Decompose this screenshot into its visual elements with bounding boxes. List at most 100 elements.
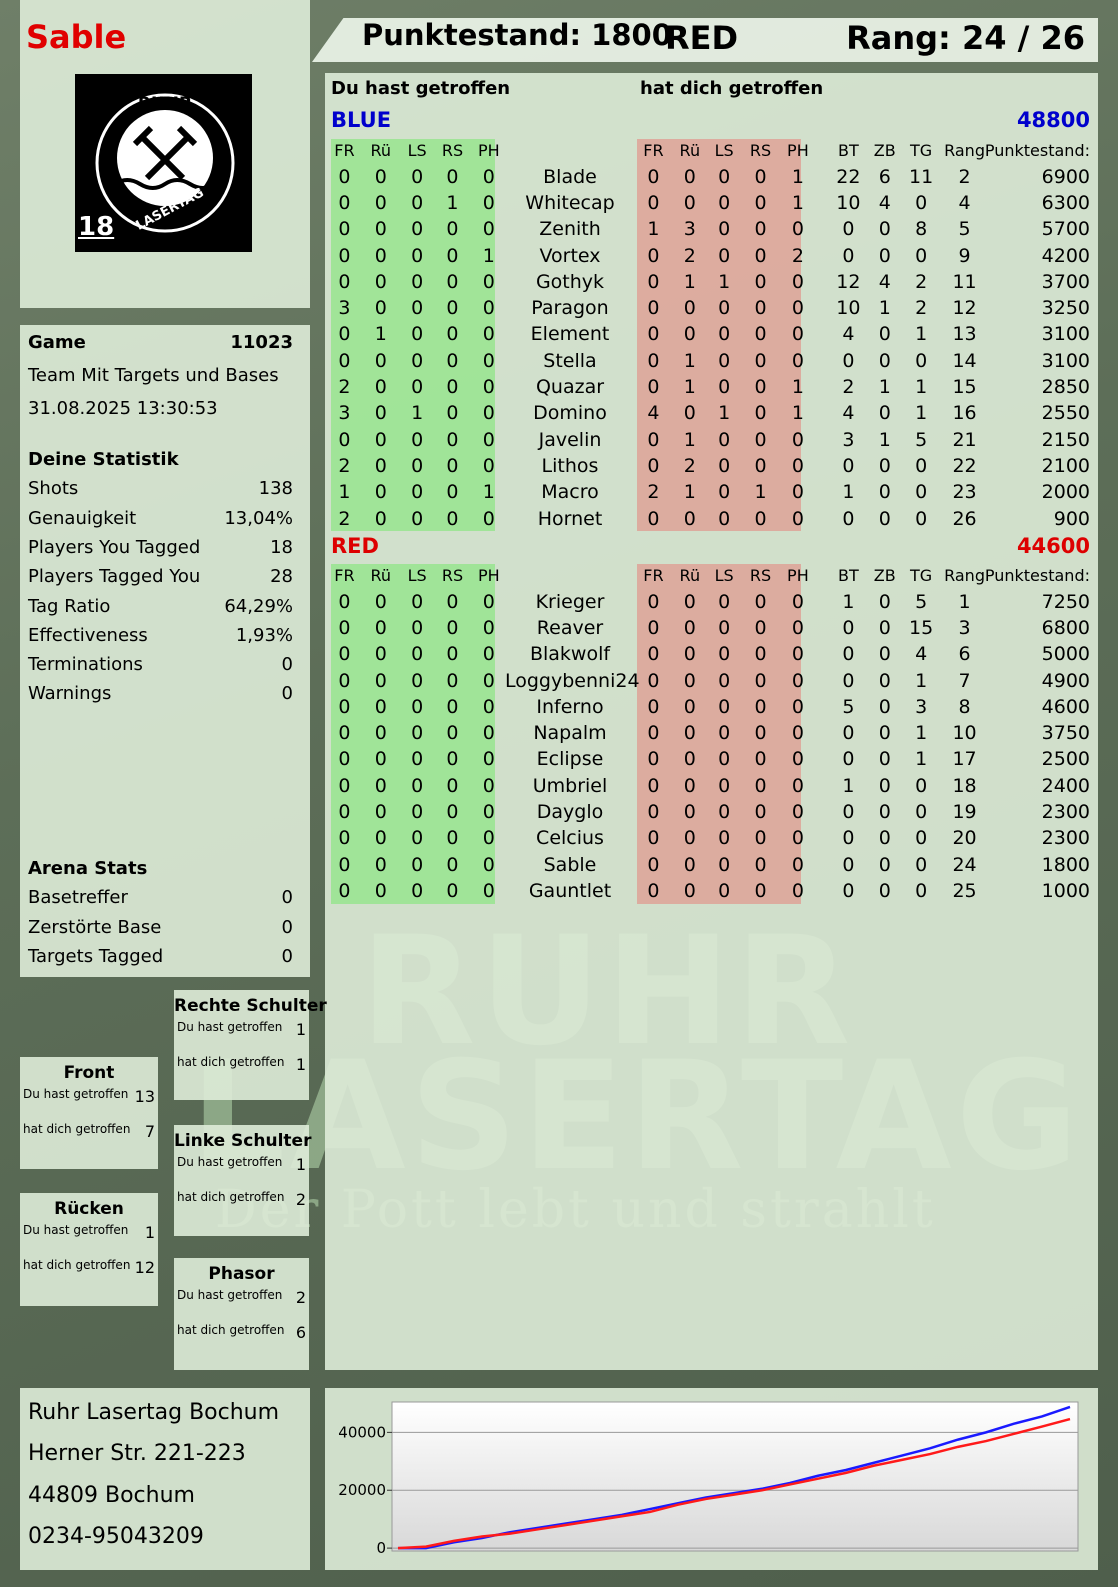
player-name: Blade — [543, 165, 597, 188]
hits-given: 0 — [374, 270, 387, 293]
hits-given: 0 — [482, 402, 495, 425]
stat-value: 138 — [258, 478, 293, 500]
hits-given: 0 — [411, 428, 424, 451]
hits-received: 0 — [647, 270, 660, 293]
col-header: Rü — [370, 140, 392, 160]
zone-label: Du hast getroffen — [177, 1020, 283, 1035]
hits-received: 0 — [683, 297, 696, 320]
zone-title: Front — [63, 1062, 115, 1083]
hits-received: 2 — [791, 244, 804, 267]
hits-given: 0 — [482, 801, 495, 824]
hits-given: 0 — [411, 244, 424, 267]
hits-received: 0 — [791, 801, 804, 824]
player-score: 900 — [1053, 507, 1090, 530]
hits-given: 0 — [411, 853, 424, 876]
hits-received: 0 — [647, 590, 660, 613]
received-block — [637, 139, 801, 532]
hits-given: 0 — [446, 323, 459, 346]
player-name: Loggybenni24 — [505, 669, 640, 692]
player-stat: 1 — [915, 669, 928, 692]
hits-received: 0 — [791, 507, 804, 530]
player-stat: 10 — [836, 191, 861, 214]
hits-given: 0 — [482, 297, 495, 320]
player-stat: 1 — [878, 428, 891, 451]
zone-box — [174, 1258, 309, 1370]
arena-title: Arena Stats — [28, 858, 148, 880]
received-block — [637, 564, 801, 904]
stat-label: Genauigkeit — [28, 507, 137, 529]
hits-received: 0 — [754, 695, 767, 718]
stats-title: Deine Statistik — [28, 449, 179, 471]
player-stat: 1 — [878, 376, 891, 399]
hits-given: 0 — [482, 879, 495, 902]
hits-received: 0 — [683, 669, 696, 692]
hits-given: 0 — [446, 165, 459, 188]
player-name: Inferno — [536, 695, 604, 718]
team-score: 44600 — [1016, 534, 1090, 559]
received-title: hat dich getroffen — [640, 78, 824, 100]
player-stat: 0 — [878, 402, 891, 425]
hits-given: 3 — [338, 402, 351, 425]
hits-given: 0 — [338, 191, 351, 214]
hits-received: 0 — [718, 428, 731, 451]
player-stat: 0 — [842, 879, 855, 902]
zone-value: 1 — [295, 1019, 306, 1039]
arena-label: Targets Tagged — [28, 946, 164, 968]
player-stat: 3 — [842, 428, 855, 451]
col-header: RS — [441, 565, 464, 585]
hits-received: 0 — [754, 643, 767, 666]
hits-given: 0 — [374, 428, 387, 451]
player-stat: 0 — [842, 643, 855, 666]
zone-label: hat dich getroffen — [23, 1122, 131, 1137]
hits-received: 0 — [754, 270, 767, 293]
player-stat: 4 — [842, 323, 855, 346]
player-stat: 1 — [915, 748, 928, 771]
hits-received: 0 — [754, 323, 767, 346]
player-score: 5000 — [1041, 643, 1090, 666]
hits-received: 0 — [754, 616, 767, 639]
hits-received: 0 — [683, 507, 696, 530]
hits-received: 0 — [647, 191, 660, 214]
player-stat: 0 — [842, 244, 855, 267]
logo: RUHR LASERTAG 18 — [75, 74, 252, 252]
hits-given: 0 — [338, 616, 351, 639]
hits-received: 0 — [791, 481, 804, 504]
player-stat: 0 — [842, 349, 855, 372]
hits-given: 0 — [446, 748, 459, 771]
address-line: 44809 Bochum — [28, 1482, 195, 1508]
zone-label: Du hast getroffen — [177, 1288, 283, 1303]
player-stat: 0 — [878, 879, 891, 902]
zone-box — [174, 1125, 309, 1236]
hits-received: 2 — [683, 244, 696, 267]
hits-given: 0 — [411, 323, 424, 346]
hits-given: 0 — [411, 879, 424, 902]
hits-received: 0 — [718, 297, 731, 320]
hits-received: 1 — [683, 270, 696, 293]
hits-given: 0 — [482, 590, 495, 613]
col-header: ZB — [873, 140, 896, 160]
col-header: LS — [407, 140, 427, 160]
hits-given: 0 — [482, 616, 495, 639]
zone-box — [20, 1057, 158, 1169]
header-strip — [312, 18, 1098, 62]
player-stat: 0 — [842, 801, 855, 824]
player-score: 2150 — [1041, 428, 1090, 451]
player-stat: 2 — [915, 297, 928, 320]
plot-area — [391, 1401, 1079, 1552]
hits-received: 0 — [754, 879, 767, 902]
player-stat: 1 — [915, 376, 928, 399]
zone-label: hat dich getroffen — [177, 1190, 285, 1205]
player-stat: 2 — [915, 270, 928, 293]
player-name: Lithos — [541, 454, 599, 477]
player-name: Element — [530, 323, 610, 346]
player-stat: 0 — [878, 590, 891, 613]
player-stat: 0 — [878, 323, 891, 346]
hits-received: 0 — [647, 774, 660, 797]
player-name: Hornet — [537, 507, 603, 530]
player-score: 2400 — [1041, 774, 1090, 797]
stat-label: Tag Ratio — [28, 595, 111, 617]
zone-title: Linke Schulter — [174, 1130, 312, 1151]
player-stat: 8 — [915, 218, 928, 241]
hits-given: 0 — [374, 244, 387, 267]
player-name: Sable — [26, 18, 127, 57]
